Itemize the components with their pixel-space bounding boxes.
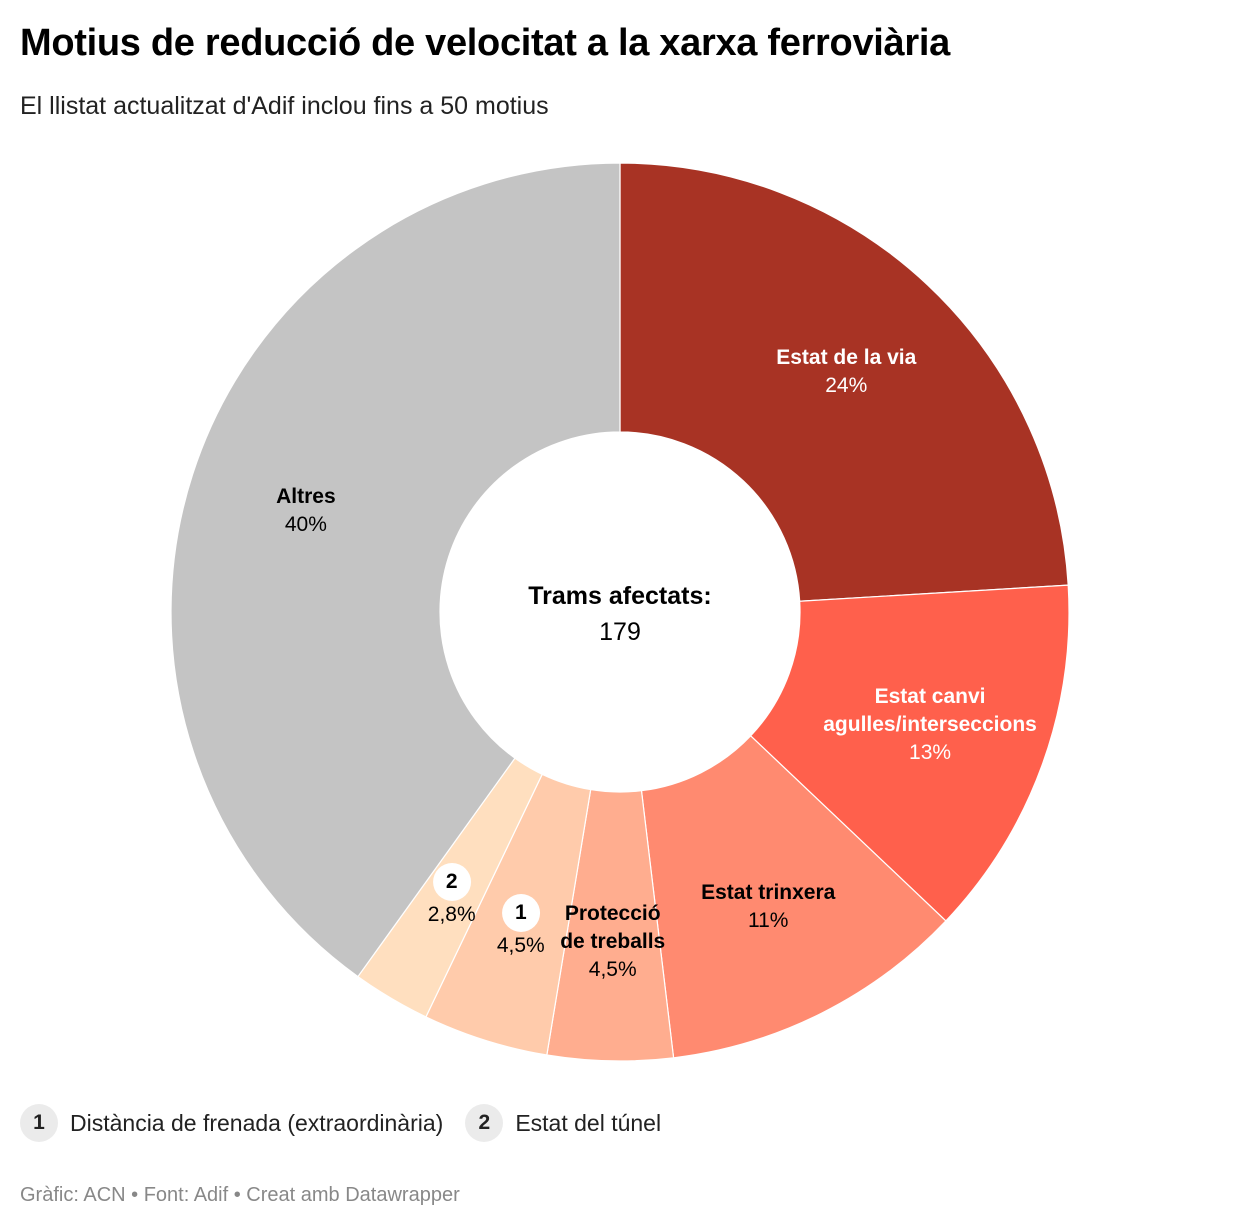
donut-slice (619, 162, 1069, 602)
slice-label: Protecció de treballs 4,5% (560, 900, 665, 984)
chart-title: Motius de reducció de velocitat a la xar… (20, 22, 950, 64)
slice-name: Protecció de treballs (560, 901, 666, 953)
center-value: 179 (599, 618, 641, 646)
footer-credits: Gràfic: ACN • Font: Adif • Creat amb Dat… (20, 1184, 460, 1206)
slice-name: Estat trinxera (701, 880, 836, 904)
slice-value: 2,8% (427, 902, 476, 926)
slice-label: 1 4,5% (496, 893, 545, 960)
legend-marker: 2 (465, 1104, 504, 1142)
slice-value: 24% (825, 373, 868, 397)
slice-value: 40% (284, 512, 327, 536)
legend-item: 2 Estat del túnel (465, 1104, 661, 1142)
slice-label: Estat trinxera 11% (701, 879, 835, 935)
donut-slice (640, 734, 947, 1059)
legend-label: Estat del túnel (515, 1109, 662, 1136)
legend: 1 Distància de frenada (extraordinària) … (20, 1104, 683, 1142)
chart-subtitle: El llistat actualitzat d'Adif inclou fin… (20, 92, 549, 120)
slice-label: Estat de la via 24% (776, 344, 916, 400)
legend-label: Distància de frenada (extraordinària) (70, 1109, 444, 1136)
slice-value: 13% (909, 740, 952, 764)
slice-label: Estat canvi agulles/interseccions 13% (823, 683, 1037, 767)
legend-marker: 1 (20, 1104, 58, 1142)
slice-marker: 1 (501, 893, 540, 932)
donut-slice (170, 162, 621, 978)
slice-value: 11% (747, 908, 789, 932)
slice-marker: 2 (432, 862, 471, 901)
slice-name: Estat canvi agulles/interseccions (823, 684, 1037, 736)
slice-name: Estat de la via (776, 345, 917, 369)
slice-label: 2 2,8% (427, 862, 476, 929)
legend-item: 1 Distància de frenada (extraordinària) (20, 1104, 443, 1142)
slice-label: Altres 40% (276, 483, 336, 539)
donut-slice (749, 584, 1070, 922)
slice-value: 4,5% (496, 933, 545, 957)
center-label: Trams afectats: 179 (528, 578, 711, 650)
slice-value: 4,5% (588, 957, 637, 981)
center-title: Trams afectats: (528, 582, 712, 610)
slice-name: Altres (276, 484, 336, 508)
